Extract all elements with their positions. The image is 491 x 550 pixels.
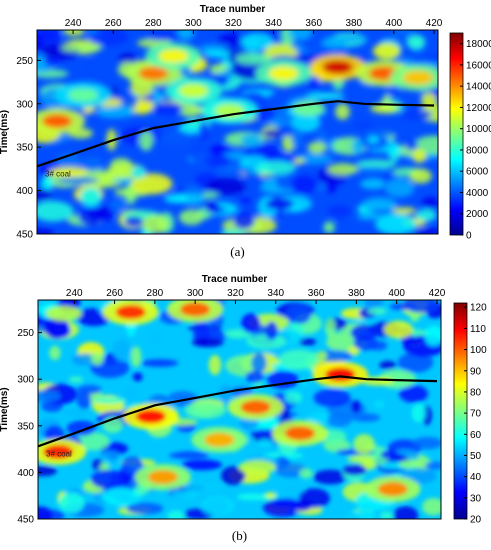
x-tick-label: 380 [345, 18, 362, 29]
colorbar-tick-label: 0 [466, 231, 472, 242]
colorbar-tick-label: 30 [470, 493, 482, 504]
anomaly-core [42, 114, 73, 129]
colorbar [453, 302, 468, 520]
anomaly-core [135, 409, 166, 424]
colorbar [449, 32, 464, 236]
y-tick-label: 300 [16, 99, 33, 110]
anomaly-core [43, 444, 74, 459]
colorbar-tick-label: 80 [470, 387, 482, 398]
y-tick-label: 250 [17, 328, 34, 339]
anomaly-core [284, 426, 315, 441]
x-axis-title: Trace number [202, 274, 268, 285]
y-tick-label: 350 [17, 421, 34, 432]
coal-horizon-line [37, 100, 435, 168]
panel-b: 3# coal 240 260 280 300 320 340 360 380 400 420 Tra… [0, 274, 487, 543]
anomaly-core [268, 66, 299, 81]
colorbar-tick-label: 4000 [466, 188, 489, 199]
colorbar-tick-label: 2000 [466, 209, 489, 220]
anomaly-core [322, 60, 353, 75]
x-tick-label: 300 [185, 18, 202, 29]
x-tick-label: 260 [106, 288, 123, 299]
y-tick-label: 300 [17, 375, 34, 386]
colorbar-tick-label: 16000 [466, 60, 491, 71]
panel-caption: (a) [230, 244, 244, 259]
x-tick-label: 280 [145, 18, 162, 29]
anomaly-core [240, 400, 271, 415]
colorbar-tick-label: 120 [470, 303, 487, 314]
x-tick-label: 380 [348, 288, 365, 299]
colorbar-tick-label: 6000 [466, 167, 489, 178]
x-tick-label: 360 [308, 288, 325, 299]
y-axis-title: Time(ms) [0, 110, 10, 154]
coal-horizon-label: 3# coal [46, 449, 72, 458]
anomaly-core [147, 470, 178, 485]
anomaly-core [204, 432, 235, 447]
colorbar-tick-label: 8000 [466, 145, 489, 156]
anomaly-core [178, 83, 209, 98]
colorbar-tick-label: 110 [470, 324, 486, 335]
x-tick-label: 400 [386, 18, 403, 29]
y-tick-label: 400 [16, 186, 33, 197]
anomaly-core [158, 49, 189, 64]
x-tick-label: 260 [105, 18, 122, 29]
colorbar-tick-label: 50 [470, 451, 482, 462]
anomaly-core [68, 88, 99, 103]
colorbar-tick-label: 12000 [466, 103, 491, 114]
plot-frame [37, 299, 442, 520]
x-tick-label: 240 [65, 18, 82, 29]
x-tick-label: 420 [429, 288, 446, 299]
anomaly-core [377, 482, 408, 497]
y-tick-label: 250 [16, 56, 33, 67]
x-tick-label: 240 [66, 288, 83, 299]
x-tick-label: 340 [267, 288, 284, 299]
colorbar-tick-label: 10000 [466, 124, 491, 135]
colorbar-tick-label: 60 [470, 430, 482, 441]
y-tick-label: 450 [17, 515, 34, 526]
x-tick-label: 420 [426, 18, 443, 29]
colorbar-tick-label: 100 [470, 345, 487, 356]
colorbar-tick-label: 70 [470, 409, 482, 420]
anomaly-core [138, 66, 169, 81]
x-tick-label: 300 [187, 288, 204, 299]
y-tick-label: 450 [16, 230, 33, 241]
colorbar-tick-label: 20 [470, 515, 482, 526]
panel-caption: (b) [232, 528, 247, 543]
x-tick-label: 400 [388, 288, 405, 299]
heatmap-field: 3# coal [37, 30, 438, 234]
coal-horizon-line [38, 375, 438, 448]
anomaly-core [180, 302, 211, 317]
colorbar-tick-label: 40 [470, 472, 482, 483]
plot-frame [36, 29, 439, 235]
x-tick-label: 340 [265, 18, 282, 29]
x-tick-label: 320 [227, 288, 244, 299]
colorbar-tick-label: 18000 [466, 39, 491, 50]
colorbar-tick-label: 90 [470, 366, 482, 377]
anomaly-core [402, 70, 433, 85]
x-tick-label: 320 [225, 18, 242, 29]
colorbar-tick-label: 14000 [466, 82, 491, 93]
x-tick-label: 280 [147, 288, 164, 299]
anomaly-core [115, 305, 146, 320]
y-axis-title: Time(ms) [0, 387, 10, 431]
panel-a: 3# coal 240 260 280 300 320 340 360 380 400 420 Tra… [0, 4, 491, 259]
heatmap-field: 3# coal [38, 300, 441, 519]
x-tick-label: 360 [305, 18, 322, 29]
y-tick-label: 350 [16, 143, 33, 154]
anomaly-core [325, 367, 356, 382]
coal-horizon-label: 3# coal [45, 169, 71, 178]
y-tick-label: 400 [17, 468, 34, 479]
x-axis-title: Trace number [200, 4, 266, 15]
